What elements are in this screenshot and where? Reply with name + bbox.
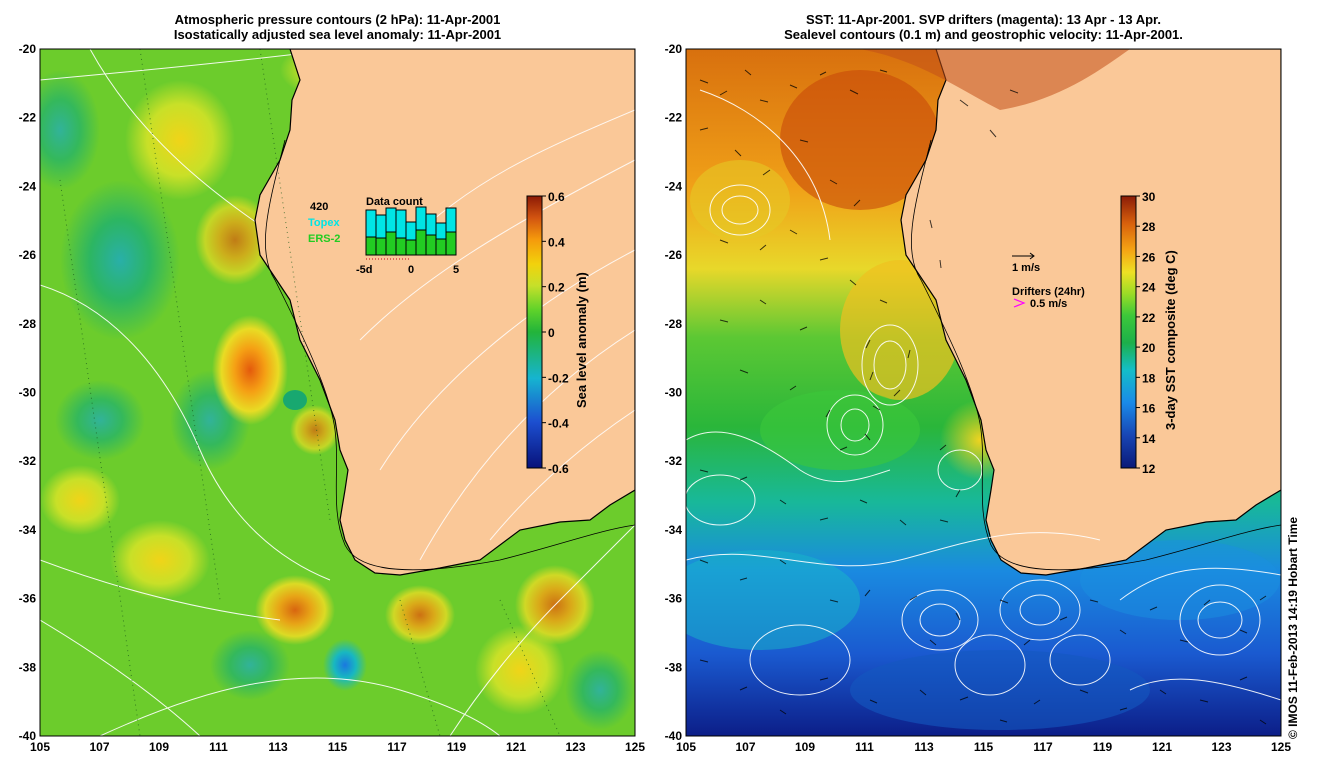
drifter-legend-speed: 0.5 m/s xyxy=(1030,298,1067,310)
left-lon-label: 113 xyxy=(268,740,288,754)
left-lat-label: -32 xyxy=(19,454,37,468)
right-lon-label: 117 xyxy=(1033,740,1053,754)
left-lat-label: -26 xyxy=(19,248,37,262)
sla-colorbar-tick-label: 0.4 xyxy=(548,235,565,249)
right-lat-label: -30 xyxy=(665,386,683,400)
sla-colorbar-tick-label: -0.6 xyxy=(548,462,569,476)
sla-colorbar-tick-label: 0.6 xyxy=(548,190,565,204)
topex-label: Topex xyxy=(308,217,340,229)
sla-colorbar-label: Sea level anomaly (m) xyxy=(574,272,589,408)
right-lon-label: 121 xyxy=(1152,740,1172,754)
right-lat-label: -34 xyxy=(665,523,683,537)
data-count-number: 420 xyxy=(310,201,328,213)
sst-colorbar-tick-label: 18 xyxy=(1142,371,1156,385)
right-lat-label: -32 xyxy=(665,454,683,468)
left-lat-label: -40 xyxy=(19,729,37,743)
sst-colorbar-tick-label: 24 xyxy=(1142,281,1156,295)
left-lat-label: -34 xyxy=(19,523,37,537)
data-count-bars xyxy=(365,206,457,256)
sst-colorbar-tick-label: 28 xyxy=(1142,220,1156,234)
left-lon-label: 109 xyxy=(149,740,169,754)
sst-colorbar-tick-label: 14 xyxy=(1142,432,1156,446)
sst-colorbar: 30 28 26 24 22 20 18 16 14 12 3-day SST composite… xyxy=(1120,190,1178,476)
sla-colorbar: 0.6 0.4 0.2 0 -0.2 -0.4 -0.6 Sea level anomaly… xyxy=(526,190,589,476)
sst-colorbar-tick-label: 22 xyxy=(1142,311,1156,325)
right-map-frame xyxy=(685,48,1282,737)
left-title-line1: Atmospheric pressure contours (2 hPa): 1… xyxy=(174,12,501,27)
left-lon-label: 125 xyxy=(625,740,645,754)
sst-colorbar-tick-label: 20 xyxy=(1142,341,1156,355)
sst-map xyxy=(686,49,1281,736)
left-lon-label: 105 xyxy=(30,740,50,754)
sla-colorbar-tick-label: -0.4 xyxy=(548,417,569,431)
data-count-tick-0: 0 xyxy=(408,264,414,276)
left-lat-label: -36 xyxy=(19,592,37,606)
sea-level-anomaly-map xyxy=(40,49,635,736)
left-lon-label: 117 xyxy=(387,740,407,754)
left-lat-label: -24 xyxy=(19,179,37,193)
left-lon-label: 121 xyxy=(506,740,526,754)
right-lon-label: 123 xyxy=(1211,740,1231,754)
sst-colorbar-tick-label: 16 xyxy=(1142,402,1156,416)
right-lon-label: 107 xyxy=(735,740,755,754)
left-lat-label: -20 xyxy=(19,42,37,56)
data-count-title: Data count xyxy=(366,196,423,208)
velocity-scale-label: 1 m/s xyxy=(1012,262,1040,274)
imos-credit: © IMOS 11-Feb-2013 14:19 Hobart Time xyxy=(1286,516,1300,739)
right-lat-label: -40 xyxy=(665,729,683,743)
ers-label: ERS-2 xyxy=(308,233,340,245)
left-lon-label: 119 xyxy=(447,740,467,754)
left-lon-label: 107 xyxy=(89,740,109,754)
sst-colorbar-tick-label: 12 xyxy=(1142,462,1156,476)
right-lon-label: 105 xyxy=(676,740,696,754)
sla-colorbar-tick-label: -0.2 xyxy=(548,371,569,385)
right-title-line1: SST: 11-Apr-2001. SVP drifters (magenta)… xyxy=(806,12,1161,27)
left-lat-label: -28 xyxy=(19,317,37,331)
data-count-tick-5: 5 xyxy=(453,264,459,276)
left-lat-label: -38 xyxy=(19,660,37,674)
left-lon-label: 123 xyxy=(565,740,585,754)
right-lat-label: -20 xyxy=(665,42,683,56)
left-title-line2: Isostatically adjusted sea level anomaly… xyxy=(173,27,502,42)
sst-colorbar-tick-label: 26 xyxy=(1142,250,1156,264)
left-lat-label: -30 xyxy=(19,386,37,400)
left-map-frame xyxy=(39,48,636,737)
right-lon-label: 113 xyxy=(914,740,934,754)
drifter-arrow-icon xyxy=(1013,298,1026,308)
data-count-inset: 420 Data count Topex ERS-2 -5d 0 5 xyxy=(308,196,459,276)
sla-colorbar-tick-label: 0 xyxy=(548,326,555,340)
right-lon-label: 125 xyxy=(1271,740,1291,754)
right-lat-label: -26 xyxy=(665,248,683,262)
right-lat-label: -22 xyxy=(665,111,683,125)
right-lon-label: 119 xyxy=(1093,740,1113,754)
drifter-legend-title: Drifters (24hr) xyxy=(1012,286,1085,298)
sst-colorbar-tick-label: 30 xyxy=(1142,190,1156,204)
velocity-legend: 1 m/s Drifters (24hr) 0.5 m/s xyxy=(1012,252,1085,310)
right-lat-label: -36 xyxy=(665,592,683,606)
data-count-tick-minus5: -5d xyxy=(356,264,373,276)
right-lon-label: 111 xyxy=(855,740,874,754)
right-lon-label: 115 xyxy=(974,740,994,754)
right-lat-label: -24 xyxy=(665,179,683,193)
left-lon-label: 111 xyxy=(209,740,228,754)
left-lat-label: -22 xyxy=(19,111,37,125)
right-title-line2: Sealevel contours (0.1 m) and geostrophi… xyxy=(784,27,1183,42)
sla-colorbar-tick-label: 0.2 xyxy=(548,281,565,295)
right-lat-label: -28 xyxy=(665,317,683,331)
right-lon-label: 109 xyxy=(795,740,815,754)
right-map-title: SST: 11-Apr-2001. SVP drifters (magenta)… xyxy=(686,12,1281,42)
right-lat-label: -38 xyxy=(665,660,683,674)
left-map-title: Atmospheric pressure contours (2 hPa): 1… xyxy=(40,12,635,42)
left-lon-label: 115 xyxy=(328,740,348,754)
sst-colorbar-label: 3-day SST composite (deg C) xyxy=(1163,250,1178,430)
